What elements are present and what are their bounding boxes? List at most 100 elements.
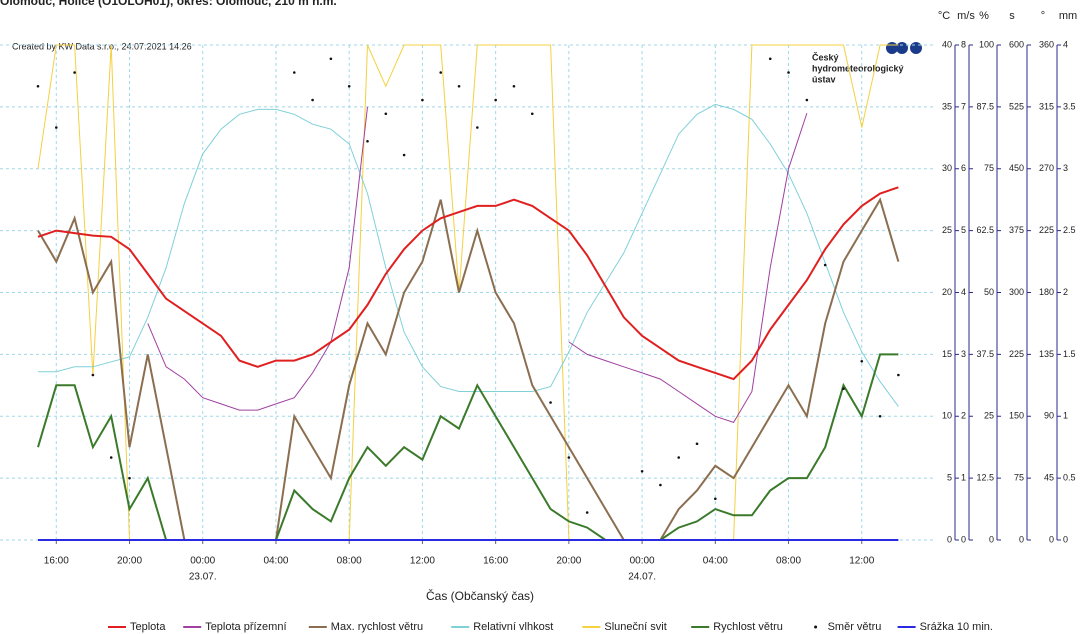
series-line bbox=[147, 106, 368, 411]
y-tick-label: 75 bbox=[1014, 473, 1024, 483]
y-tick-label: 600 bbox=[1009, 39, 1024, 49]
direction-dot bbox=[714, 497, 717, 501]
date-label: 23.07. bbox=[189, 572, 217, 583]
y-tick-label: 0 bbox=[989, 534, 994, 544]
y-tick-label: 35 bbox=[942, 101, 952, 111]
y-tick-label: 1 bbox=[961, 473, 966, 483]
y-tick-label: 12.5 bbox=[976, 473, 994, 483]
direction-dot bbox=[73, 71, 76, 74]
y-tick-label: 0.5 bbox=[1063, 473, 1076, 483]
y-tick-label: 270 bbox=[1039, 163, 1054, 173]
y-tick-label: 0 bbox=[947, 534, 952, 544]
direction-dot bbox=[384, 112, 388, 116]
y-tick-label: 4 bbox=[1063, 39, 1068, 49]
direction-dot bbox=[567, 456, 571, 459]
axis-unit: °C bbox=[938, 10, 950, 22]
axis-unit: s bbox=[1009, 10, 1015, 22]
y-tick-label: 135 bbox=[1039, 349, 1054, 359]
legend-label: Teplota bbox=[130, 621, 166, 633]
y-tick-label: 6 bbox=[961, 163, 966, 173]
x-tick-label: 20:00 bbox=[117, 556, 142, 567]
direction-dot bbox=[36, 84, 40, 88]
y-tick-label: 10 bbox=[942, 411, 952, 421]
direction-dot bbox=[640, 469, 644, 473]
y-tick-label: 4 bbox=[961, 287, 966, 297]
direction-dot bbox=[585, 511, 589, 514]
x-axis-label: Čas (Občanský čas) bbox=[426, 588, 534, 603]
direction-dot bbox=[292, 71, 296, 74]
y-tick-label: 3 bbox=[1063, 163, 1068, 173]
logo-text: hydrometeorologický bbox=[812, 63, 904, 73]
date-label: 24.07. bbox=[628, 572, 656, 583]
y-tick-label: 450 bbox=[1009, 163, 1024, 173]
legend-swatch bbox=[814, 625, 818, 629]
direction-dot bbox=[421, 98, 424, 102]
y-tick-label: 300 bbox=[1009, 287, 1024, 297]
y-tick-label: 75 bbox=[984, 163, 994, 173]
y-tick-label: 2.5 bbox=[1063, 225, 1076, 235]
y-tick-label: 225 bbox=[1039, 225, 1054, 235]
x-tick-label: 20:00 bbox=[556, 556, 581, 567]
direction-dot bbox=[659, 483, 662, 487]
y-tick-label: 180 bbox=[1039, 287, 1054, 297]
y-tick-label: 0 bbox=[1049, 534, 1054, 544]
x-tick-label: 08:00 bbox=[776, 556, 801, 567]
y-tick-label: 3.5 bbox=[1063, 101, 1076, 111]
series-line bbox=[37, 197, 900, 541]
logo-dot bbox=[896, 42, 908, 54]
direction-dot bbox=[311, 98, 314, 102]
direction-dot bbox=[695, 442, 699, 446]
y-tick-label: 25 bbox=[984, 411, 994, 421]
y-tick-label: 3 bbox=[961, 349, 966, 359]
y-tick-label: 0 bbox=[1019, 534, 1024, 544]
y-tick-label: 5 bbox=[947, 473, 952, 483]
x-tick-label: 12:00 bbox=[849, 556, 874, 567]
legend-label: Teplota přízemní bbox=[205, 621, 286, 633]
y-tick-label: 8 bbox=[961, 39, 966, 49]
y-tick-label: 1.5 bbox=[1063, 349, 1076, 359]
direction-dot bbox=[329, 57, 333, 61]
x-tick-label: 16:00 bbox=[483, 556, 508, 567]
logo-text: Český bbox=[812, 51, 839, 62]
direction-dot bbox=[476, 126, 479, 129]
y-tick-label: 315 bbox=[1039, 101, 1054, 111]
y-tick-label: 525 bbox=[1009, 101, 1024, 111]
y-tick-label: 0 bbox=[961, 534, 966, 544]
x-tick-label: 00:00 bbox=[630, 556, 655, 567]
logo-dot bbox=[910, 42, 922, 54]
legend-label: Max. rychlost větru bbox=[331, 621, 423, 633]
y-tick-label: 150 bbox=[1009, 411, 1024, 421]
y-tick-label: 1 bbox=[1063, 411, 1068, 421]
x-tick-label: 04:00 bbox=[263, 556, 288, 567]
direction-dot bbox=[677, 456, 681, 459]
y-tick-label: 5 bbox=[961, 225, 966, 235]
direction-dot bbox=[842, 387, 845, 391]
y-tick-label: 375 bbox=[1009, 225, 1024, 235]
direction-dot bbox=[530, 112, 534, 116]
y-tick-label: 20 bbox=[942, 287, 952, 297]
direction-dot bbox=[512, 84, 516, 88]
direction-dot bbox=[805, 98, 809, 102]
y-tick-label: 37.5 bbox=[976, 349, 994, 359]
y-tick-label: 360 bbox=[1039, 39, 1054, 49]
direction-dot bbox=[439, 71, 443, 74]
series-line bbox=[568, 112, 808, 424]
direction-dot bbox=[54, 126, 58, 129]
y-tick-label: 90 bbox=[1044, 411, 1054, 421]
y-tick-label: 30 bbox=[942, 163, 952, 173]
y-tick-label: 87.5 bbox=[976, 101, 994, 111]
direction-dot bbox=[347, 84, 351, 88]
direction-dot bbox=[549, 401, 552, 404]
axis-unit: % bbox=[979, 10, 989, 22]
y-tick-label: 45 bbox=[1044, 473, 1054, 483]
series-line bbox=[38, 103, 899, 407]
direction-dot bbox=[366, 139, 369, 143]
direction-dot bbox=[457, 84, 461, 88]
direction-dot bbox=[128, 476, 131, 480]
direction-dot bbox=[897, 373, 900, 377]
series-line bbox=[37, 186, 899, 381]
direction-dot bbox=[91, 373, 95, 377]
legend-label: Relativní vlhkost bbox=[473, 621, 553, 633]
direction-dot bbox=[109, 456, 113, 459]
